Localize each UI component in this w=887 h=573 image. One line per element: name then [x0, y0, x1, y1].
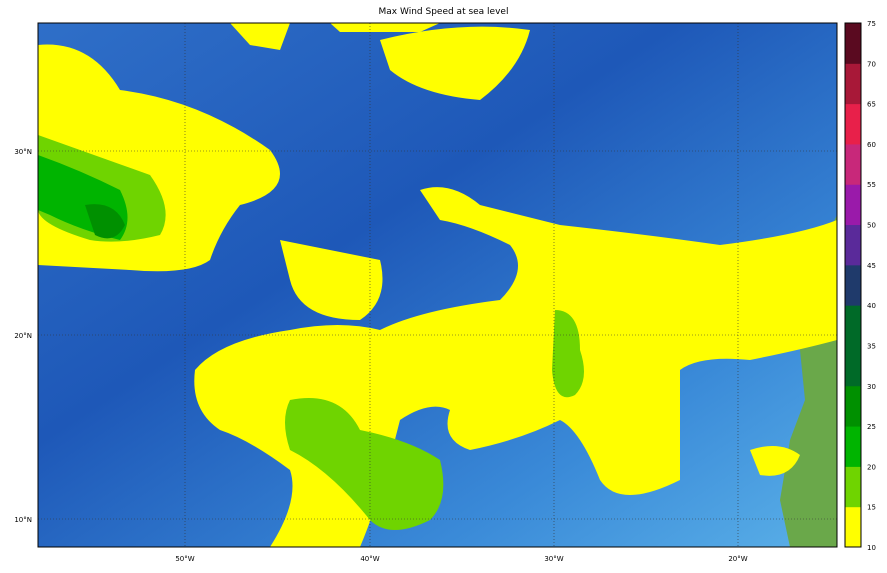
lat-tick: 10°N — [14, 516, 32, 524]
colorbar-tick-label: 35 — [867, 342, 876, 350]
map-frame — [37, 22, 838, 548]
colorbar-tick-label: 30 — [867, 383, 876, 391]
lon-tick: 30°W — [544, 555, 563, 563]
colorbar-bin — [845, 506, 861, 548]
colorbar-tick-label: 25 — [867, 423, 876, 431]
colorbar-tick-label: 70 — [867, 60, 876, 68]
lon-tick: 40°W — [360, 555, 379, 563]
lat-tick: 20°N — [14, 332, 32, 340]
colorbar-bin — [845, 23, 861, 64]
colorbar-bin — [845, 184, 861, 226]
colorbar: 10 15 20 25 30 35 40 45 50 55 60 65 70 75 — [844, 20, 876, 552]
colorbar-tick-label: 20 — [867, 463, 876, 471]
lon-tick: 20°W — [728, 555, 747, 563]
colorbar-tick-label: 15 — [867, 504, 876, 512]
colorbar-bin — [845, 466, 861, 508]
graticule — [38, 23, 837, 547]
colorbar-bin — [845, 426, 861, 467]
colorbar-bin — [845, 264, 861, 306]
colorbar-bin — [845, 224, 861, 266]
colorbar-tick-label: 40 — [867, 302, 876, 310]
wind-20-30-areas — [38, 155, 128, 240]
lat-tick: 30°N — [14, 148, 32, 156]
colorbar-tick-label: 50 — [867, 222, 876, 230]
colorbar-tick-label: 60 — [867, 141, 876, 149]
colorbar-tick-label: 55 — [867, 181, 876, 189]
colorbar-tick-label: 65 — [867, 101, 876, 109]
colorbar-tick-label: 45 — [867, 262, 876, 270]
colorbar-frame — [844, 22, 862, 548]
lon-tick: 50°W — [175, 555, 194, 563]
map-title: Max Wind Speed at sea level — [378, 7, 509, 17]
colorbar-bin — [845, 385, 861, 427]
colorbar-bin — [845, 103, 861, 145]
colorbar-bin — [845, 305, 861, 346]
colorbar-tick-label: 10 — [867, 544, 876, 552]
colorbar-bin — [845, 63, 861, 105]
colorbar-bin — [845, 345, 861, 387]
colorbar-tick-label: 75 — [867, 20, 876, 28]
colorbar-bin — [845, 143, 861, 185]
